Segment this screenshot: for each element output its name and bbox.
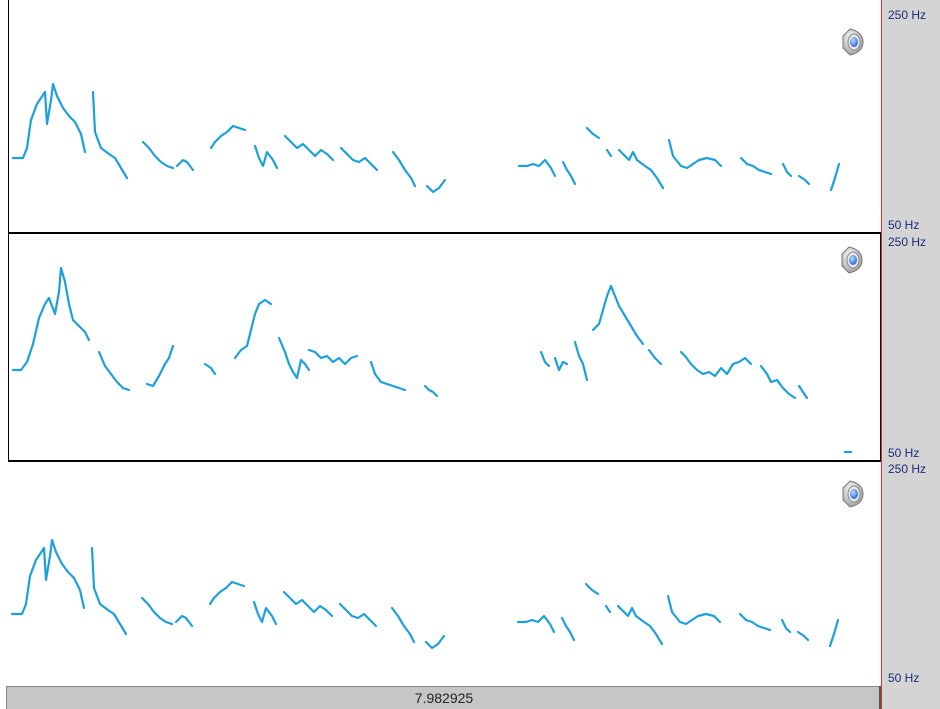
pitch-segment xyxy=(175,158,195,172)
pitch-segment xyxy=(797,384,809,400)
pitch-segment xyxy=(604,604,612,614)
pitch-segment xyxy=(561,160,577,186)
pitch-segment xyxy=(759,364,797,400)
playback-cursor[interactable] xyxy=(881,0,882,709)
pitch-segment xyxy=(781,162,793,178)
status-bar-divider[interactable] xyxy=(879,686,881,709)
pitch-segment xyxy=(277,336,311,380)
pitch-segment xyxy=(233,298,273,360)
pitch-track-1[interactable] xyxy=(8,0,881,234)
pitch-segment xyxy=(425,178,447,194)
pitch-segment xyxy=(667,138,723,170)
track-3-freq-max: 250 Hz xyxy=(888,462,927,476)
pitch-segment xyxy=(666,594,722,626)
speaker-icon[interactable] xyxy=(833,476,869,512)
pitch-contour-3 xyxy=(10,538,840,650)
pitch-segment xyxy=(616,604,664,646)
pitch-segment xyxy=(11,266,91,372)
pitch-segment xyxy=(517,158,557,178)
pitch-segment xyxy=(252,600,278,626)
pitch-contour-group-3 xyxy=(10,538,840,650)
pitch-segment xyxy=(591,284,645,346)
pitch-segment xyxy=(307,348,359,366)
track-2-freq-max: 250 Hz xyxy=(888,235,927,249)
track-1-freq-min: 50 Hz xyxy=(888,218,920,232)
frequency-scale xyxy=(881,0,940,709)
pitch-track-2[interactable] xyxy=(8,234,881,462)
pitch-segment xyxy=(209,124,247,150)
pitch-segment xyxy=(424,634,446,650)
pitch-segment xyxy=(796,630,810,642)
pitch-segment xyxy=(91,90,129,180)
pitch-segment xyxy=(390,606,416,644)
track-1-freq-max: 250 Hz xyxy=(888,8,927,22)
time-readout: 7.982925 xyxy=(414,690,474,706)
pitch-segment xyxy=(829,162,841,192)
pitch-segment xyxy=(605,148,613,158)
pitch-segment xyxy=(141,140,175,170)
pitch-segment xyxy=(97,350,131,392)
pitch-segment xyxy=(679,350,753,378)
pitch-track-3[interactable] xyxy=(8,462,881,686)
pitch-segment xyxy=(738,612,772,632)
pitch-segment xyxy=(739,156,773,176)
pitch-segment xyxy=(140,596,174,626)
pitch-segment xyxy=(585,126,601,140)
pitch-segment xyxy=(90,546,128,636)
pitch-segment xyxy=(145,344,175,388)
pitch-segment xyxy=(11,82,87,160)
time-status-bar[interactable]: 7.982925 xyxy=(6,686,881,709)
pitch-segment xyxy=(539,350,551,368)
pitch-segment xyxy=(208,580,246,606)
pitch-segment xyxy=(584,582,600,596)
pitch-segment xyxy=(283,134,335,162)
pitch-segment xyxy=(560,616,576,642)
pitch-contour-1 xyxy=(11,82,841,194)
pitch-segment xyxy=(828,618,840,648)
pitch-segment xyxy=(174,614,194,628)
pitch-segment xyxy=(516,614,556,634)
pitch-segment xyxy=(10,538,86,616)
pitch-contour-group-1 xyxy=(11,82,841,194)
pitch-segment xyxy=(797,174,811,186)
pitch-segment xyxy=(553,356,569,372)
pitch-segment xyxy=(253,144,279,170)
pitch-segment xyxy=(339,146,379,172)
pitch-segment xyxy=(203,362,217,376)
pitch-segment xyxy=(338,602,378,628)
pitch-segment xyxy=(573,340,589,382)
pitch-segment xyxy=(423,384,439,398)
pitch-segment xyxy=(647,348,663,366)
pitch-segment xyxy=(282,590,334,618)
pitch-segment xyxy=(391,150,417,188)
pitch-segment xyxy=(617,148,665,190)
pitch-contour-group-2 xyxy=(11,266,853,454)
track-2-freq-min: 50 Hz xyxy=(888,446,920,460)
pitch-segment xyxy=(369,360,407,392)
speaker-icon[interactable] xyxy=(833,24,869,60)
pitch-contour-2 xyxy=(11,266,853,454)
pitch-segment xyxy=(780,618,792,634)
track-3-freq-min: 50 Hz xyxy=(888,671,920,685)
speaker-icon[interactable] xyxy=(832,242,868,278)
